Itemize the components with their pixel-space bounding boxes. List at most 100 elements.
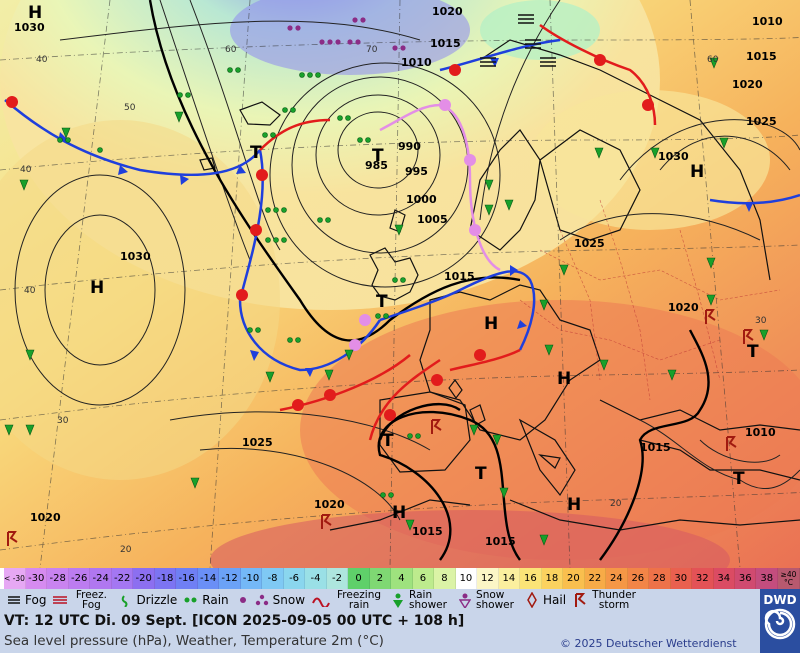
colorbar-step: 18 — [541, 568, 564, 589]
graticule — [0, 0, 800, 568]
chart-subtitle: Sea level pressure (hPa), Weather, Tempe… — [4, 633, 384, 649]
colorbar-step: 30 — [670, 568, 693, 589]
colorbar-step: 36 — [734, 568, 757, 589]
colorbar-step: 38 — [756, 568, 778, 589]
borders — [519, 199, 781, 401]
snow-symbols — [287, 17, 406, 51]
low-center: T — [250, 143, 262, 163]
snow-icon — [235, 593, 251, 607]
legend-freezing-rain: Freezing rain — [311, 590, 384, 610]
grid-label: 30 — [755, 316, 767, 326]
isobar-label: 1020 — [668, 301, 699, 314]
grid-label: 60 — [225, 45, 237, 55]
isobar-label: 1020 — [732, 78, 763, 91]
dwd-spiral-icon — [764, 608, 796, 640]
legend-fog: Fog — [6, 593, 46, 607]
grid-label: 60 — [707, 55, 719, 65]
colorbar-low-end: < -30 — [4, 568, 26, 589]
colorbar-step: -14 — [197, 568, 220, 589]
legend-thunderstorm: Thunder storm — [572, 590, 637, 610]
isobar-label: 1025 — [574, 237, 605, 250]
isobar-1015 — [148, 0, 710, 561]
high-center: H — [690, 162, 704, 182]
legend-rain-shower: Rain shower — [390, 590, 451, 610]
drizzle-icon — [117, 593, 133, 607]
colorbar-step: -6 — [283, 568, 306, 589]
colorbar-step: -24 — [90, 568, 112, 589]
isobar-label: 1015 — [444, 270, 475, 283]
high-center: H — [28, 3, 42, 23]
isobar-label: 1015 — [746, 50, 777, 63]
snow-shower-icon — [457, 593, 473, 608]
rain-shower-icon — [390, 593, 406, 608]
colorbar-step: -16 — [176, 568, 198, 589]
colorbar-step: 8 — [434, 568, 456, 589]
grid-labels: 40 50 60 60 70 40 30 20 40 30 20 — [20, 45, 767, 555]
isobars — [14, 0, 800, 521]
dwd-logo: DWD — [760, 589, 800, 653]
high-center: H — [567, 495, 581, 515]
isobar-label: 1030 — [14, 21, 45, 34]
colorbar-step: -30 — [26, 568, 48, 589]
isobar-label: 1015 — [640, 441, 671, 454]
colorbar-step: 14 — [498, 568, 521, 589]
legend-freezing-rain-label: Freezing rain — [337, 589, 382, 611]
isobar-label: 1020 — [432, 5, 463, 18]
colorbar-step: 22 — [584, 568, 607, 589]
isobar-label: 1010 — [745, 426, 776, 439]
low-center: T — [372, 146, 384, 166]
legend-rain-shower-label: Rain shower — [409, 589, 447, 611]
colorbar-step: -26 — [68, 568, 91, 589]
colorbar-step: 28 — [649, 568, 671, 589]
colorbar-step: -18 — [154, 568, 177, 589]
rain-icon — [183, 593, 199, 607]
legend-rain-label: Rain — [202, 592, 229, 607]
copyright: © 2025 Deutscher Wetterdienst — [560, 637, 737, 650]
weather-map: H H H H H H H T T T T T T T 1030 1020 10… — [0, 0, 800, 568]
grid-label: 50 — [124, 103, 136, 113]
front-symbols — [6, 54, 753, 421]
valid-time: VT: 12 UTC Di. 09 Sept. [ICON 2025-09-05… — [4, 613, 465, 629]
grid-label: 70 — [366, 45, 378, 55]
snow-dots-icon — [254, 593, 270, 607]
colorbar-step: -28 — [47, 568, 69, 589]
high-center: H — [484, 314, 498, 334]
colorbar-step: -12 — [219, 568, 241, 589]
colorbar-step: -4 — [305, 568, 327, 589]
isobar-label: 1015 — [430, 37, 461, 50]
fog-symbols — [480, 14, 556, 67]
isobar-label: 1015 — [412, 525, 443, 538]
colorbar-step: 24 — [606, 568, 628, 589]
weather-symbols — [4, 57, 769, 546]
colorbar-step: -20 — [133, 568, 155, 589]
grid-label: 40 — [36, 55, 48, 65]
legend-snow-shower: Snow shower — [457, 590, 518, 610]
low-center: T — [376, 292, 388, 312]
legend-fog-label: Fog — [25, 592, 47, 607]
hail-icon — [524, 592, 540, 608]
isobar-label: 1000 — [406, 193, 437, 206]
freezing-rain-icon — [311, 593, 331, 607]
legend-rain: Rain — [183, 592, 229, 607]
colorbar-step: 32 — [692, 568, 714, 589]
colorbar-step: -22 — [111, 568, 134, 589]
thunderstorm-icon — [572, 593, 588, 607]
isobar-label: 995 — [405, 165, 428, 178]
isobar-label: 1010 — [401, 56, 432, 69]
isobar-label: 1025 — [242, 436, 273, 449]
low-center: T — [382, 431, 394, 451]
colorbar-step: 4 — [391, 568, 413, 589]
grid-label: 40 — [20, 165, 32, 175]
isobar-label: 1030 — [120, 250, 151, 263]
legend-hail: Hail — [524, 592, 566, 608]
high-center: H — [392, 503, 406, 523]
colorbar-step: 16 — [520, 568, 542, 589]
legend-freezing-fog: Freez. Fog — [52, 590, 111, 610]
isobar-label: 1025 — [746, 115, 777, 128]
grid-label: 40 — [24, 286, 36, 296]
isobar-label: 985 — [365, 159, 388, 172]
colorbar-step: -8 — [262, 568, 284, 589]
colorbar-step: 12 — [477, 568, 499, 589]
isobar-label: 1020 — [30, 511, 61, 524]
colorbar-step: -10 — [240, 568, 263, 589]
